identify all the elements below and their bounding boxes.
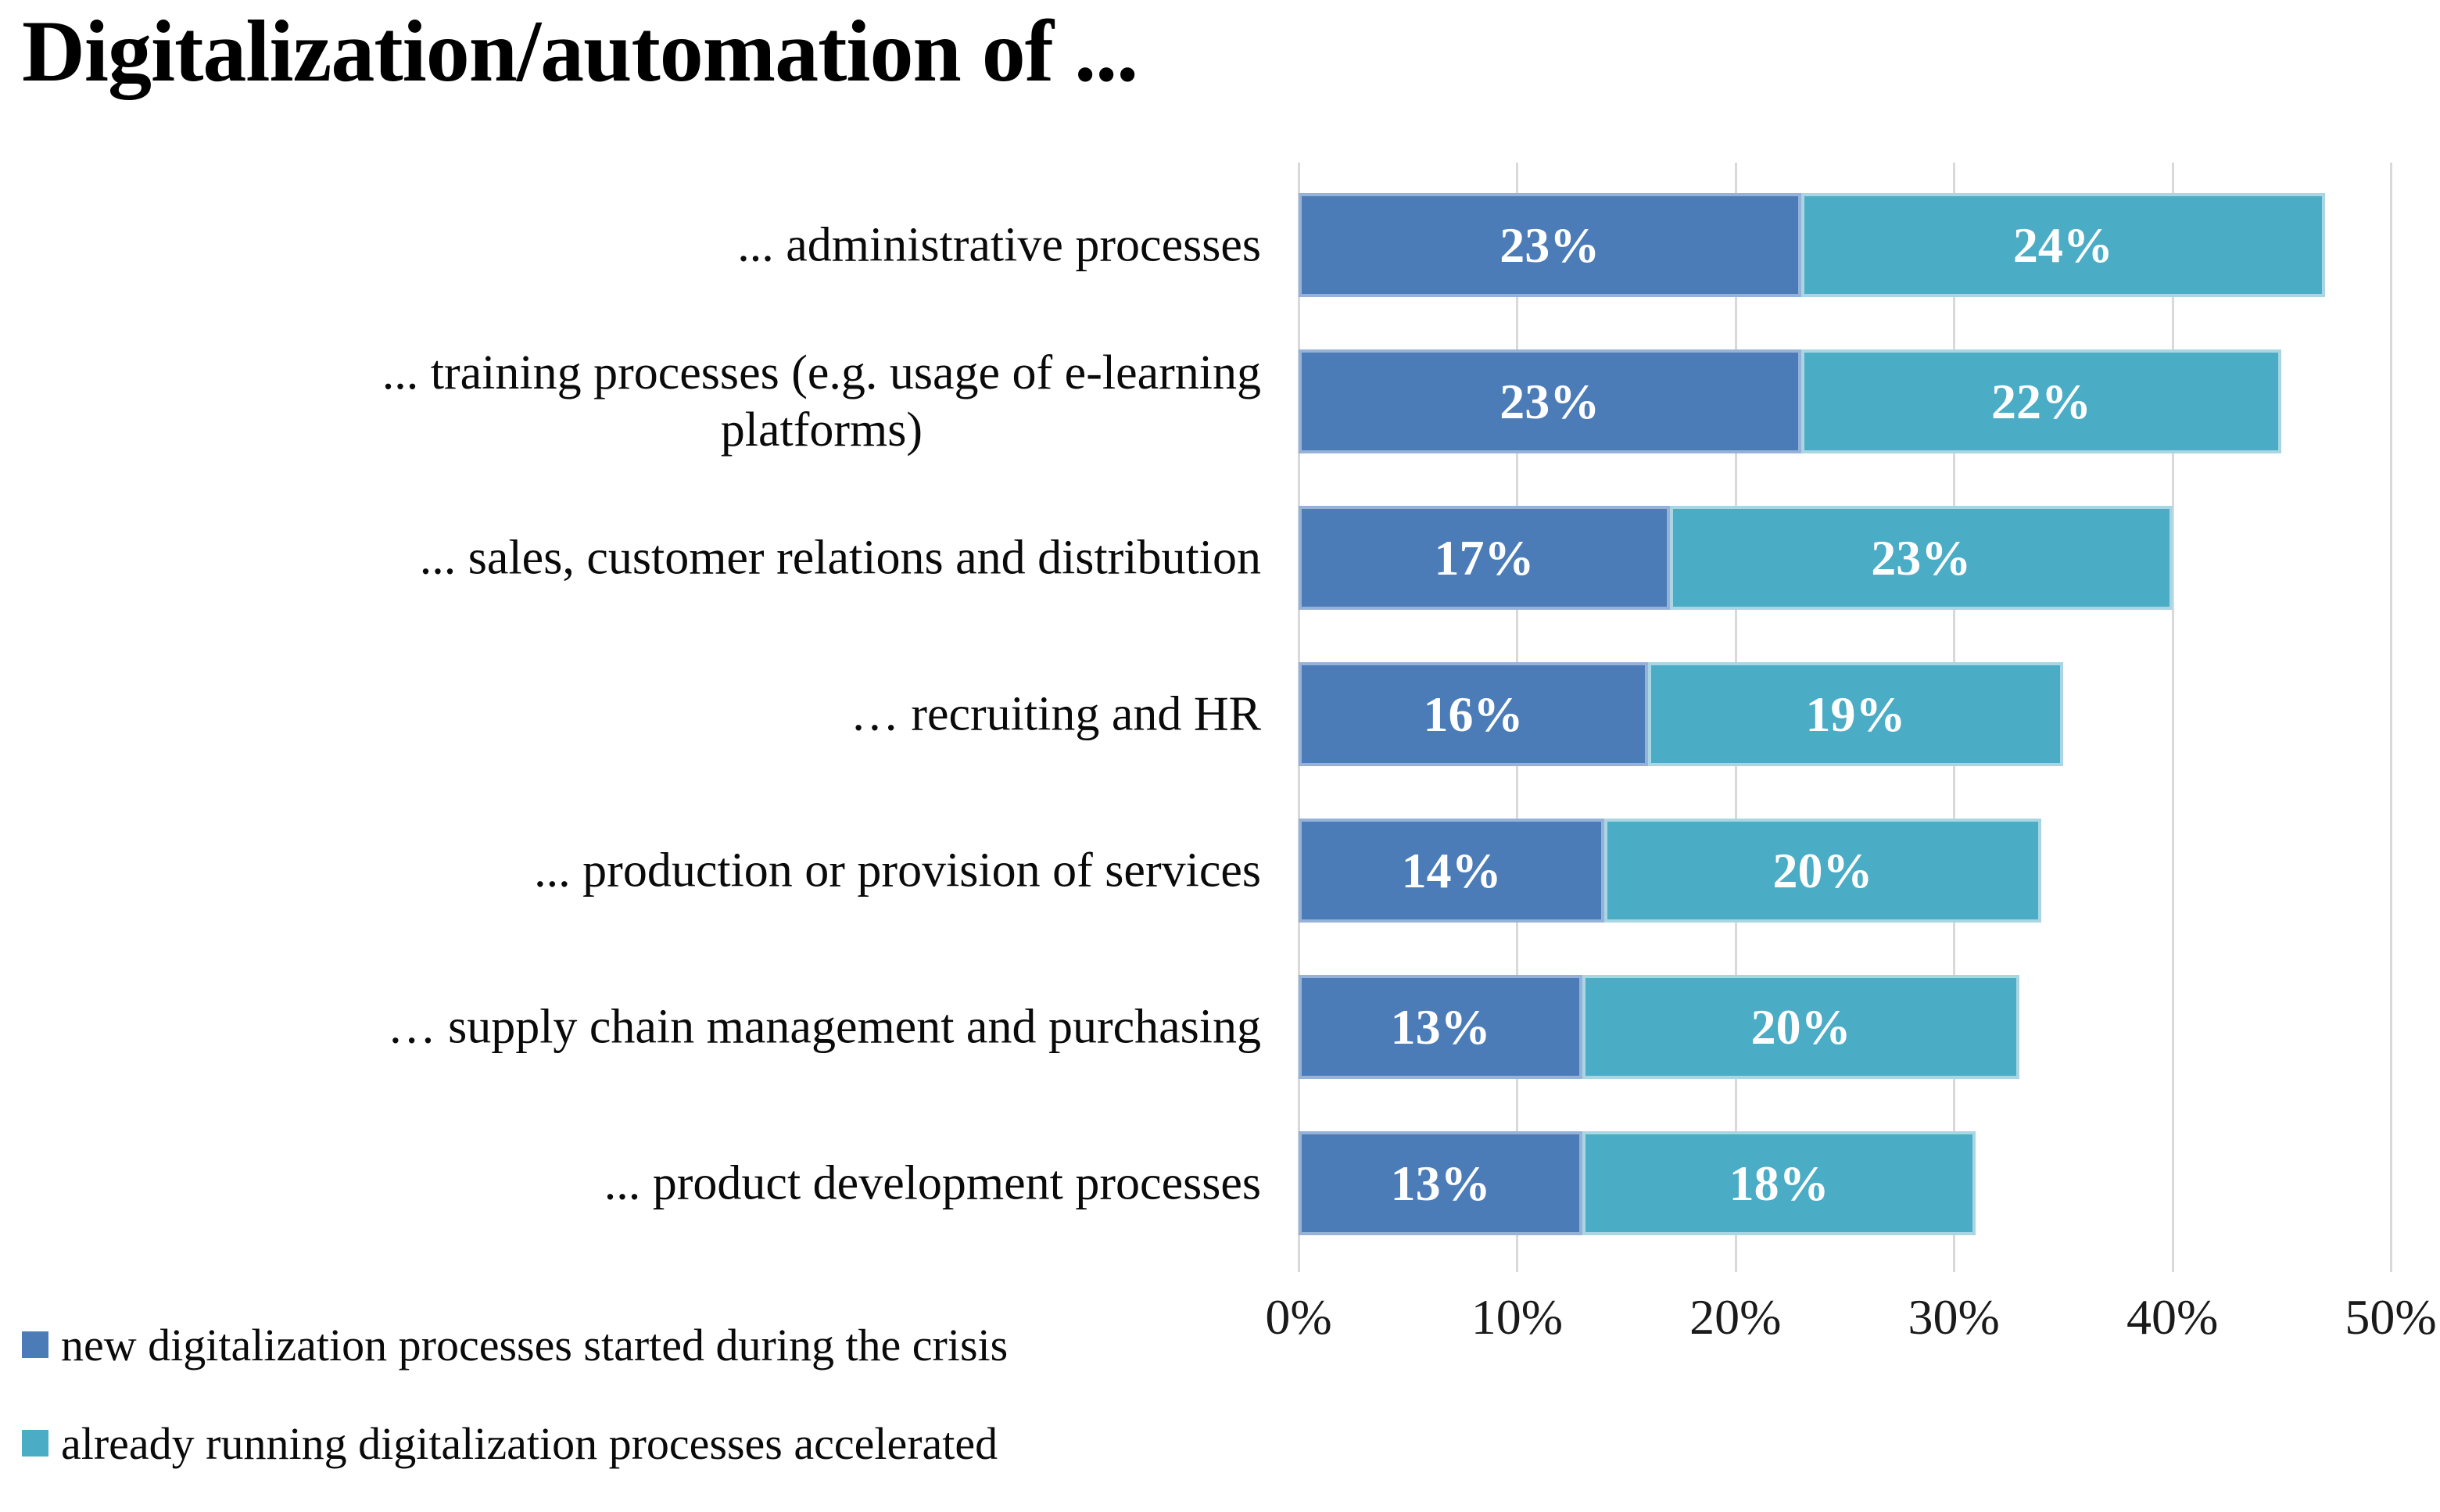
category-label-row: ... training processes (e.g. usage of e-… [0,344,1261,458]
category-label-row: … supply chain management and purchasing [0,998,1261,1055]
bar-row: 14% 20% [1299,819,2391,923]
category-label-row: ... sales, customer relations and distri… [0,529,1261,586]
data-label: 13% [1390,998,1491,1055]
bar-segment-series1: 16% [1299,662,1649,766]
x-axis-tick-label: 50% [2345,1289,2437,1345]
bar-row: 13% 20% [1299,975,2391,1079]
legend-swatch-series2 [22,1430,48,1456]
data-label: 17% [1434,529,1535,586]
bar-segment-series2: 18% [1582,1131,1976,1235]
data-label: 20% [1750,998,1851,1055]
bar-row: 16% 19% [1299,662,2391,766]
chart-title: Digitalization/automation of ... [22,3,1138,100]
bar-row: 23% 22% [1299,349,2391,453]
category-label: ... production or provision of services [534,843,1261,897]
legend-item-series2: already running digitalization processes… [22,1413,1008,1473]
data-label: 18% [1729,1155,1829,1211]
category-label: … supply chain management and purchasing [387,999,1261,1053]
legend-label-series2: already running digitalization processes… [61,1417,998,1469]
x-axis-tick-label: 20% [1689,1289,1782,1345]
category-axis: ... administrative processes ... training… [0,163,1261,1272]
bar-row: 13% 18% [1299,1131,2391,1235]
bar-row: 23% 24% [1299,193,2391,297]
bar-segment-series1: 13% [1299,1131,1583,1235]
bar-segment-series2: 19% [1648,662,2063,766]
category-label: ... product development processes [604,1155,1261,1209]
data-label: 14% [1401,842,1502,898]
category-label-row: ... product development processes [0,1155,1261,1212]
category-label-row: ... production or provision of services [0,842,1261,899]
bar-segment-series1: 23% [1299,193,1801,297]
x-axis-tick-label: 0% [1265,1289,1332,1345]
data-label: 19% [1805,686,1906,742]
data-label: 23% [1871,529,1972,586]
x-axis: 0% 10% 20% 30% 40% 50% [0,1288,2440,1351]
bar-segment-series1: 17% [1299,506,1670,610]
figure: { "title": "Digitalization/automation of… [0,3,2440,1469]
legend-swatch-series1 [22,1331,48,1358]
bar-row: 17% 23% [1299,506,2391,610]
data-label: 20% [1772,842,1873,898]
legend: new digitalization processes started dur… [22,1315,1008,1512]
data-label: 13% [1390,1155,1491,1211]
x-axis-tick-label: 10% [1471,1289,1564,1345]
bar-segment-series1: 14% [1299,819,1605,923]
bar-segment-series2: 20% [1582,975,2020,1079]
data-label: 23% [1499,373,1600,429]
data-label: 23% [1499,217,1600,273]
category-label: ... training processes (e.g. usage of e-… [382,346,1261,457]
category-label: ... sales, customer relations and distri… [419,530,1261,584]
x-axis-tick-label: 40% [2126,1289,2219,1345]
data-label: 24% [2012,217,2113,273]
plot-area: 23% 24% 23% 22% 17% 23% 16% 19% 14% 20% 13% 20% 13% 1… [1298,163,2392,1272]
category-label: ... administrative processes [737,217,1261,271]
gridline [2390,163,2392,1272]
data-label: 16% [1423,686,1524,742]
data-label: 22% [1990,373,2091,429]
legend-label-series1: new digitalization processes started dur… [61,1319,1009,1370]
category-label: … recruiting and HR [850,686,1261,740]
legend-item-series1: new digitalization processes started dur… [22,1315,1008,1374]
gridline [2171,163,2174,1272]
bar-segment-series2: 23% [1669,506,2173,610]
bar-segment-series1: 23% [1299,349,1801,453]
x-axis-tick-label: 30% [1908,1289,2000,1345]
bar-segment-series2: 20% [1604,819,2041,923]
category-label-row: … recruiting and HR [0,686,1261,743]
category-label-row: ... administrative processes [0,217,1261,274]
bar-segment-series1: 13% [1299,975,1583,1079]
bar-segment-series2: 24% [1800,193,2326,297]
bar-segment-series2: 22% [1800,349,2282,453]
